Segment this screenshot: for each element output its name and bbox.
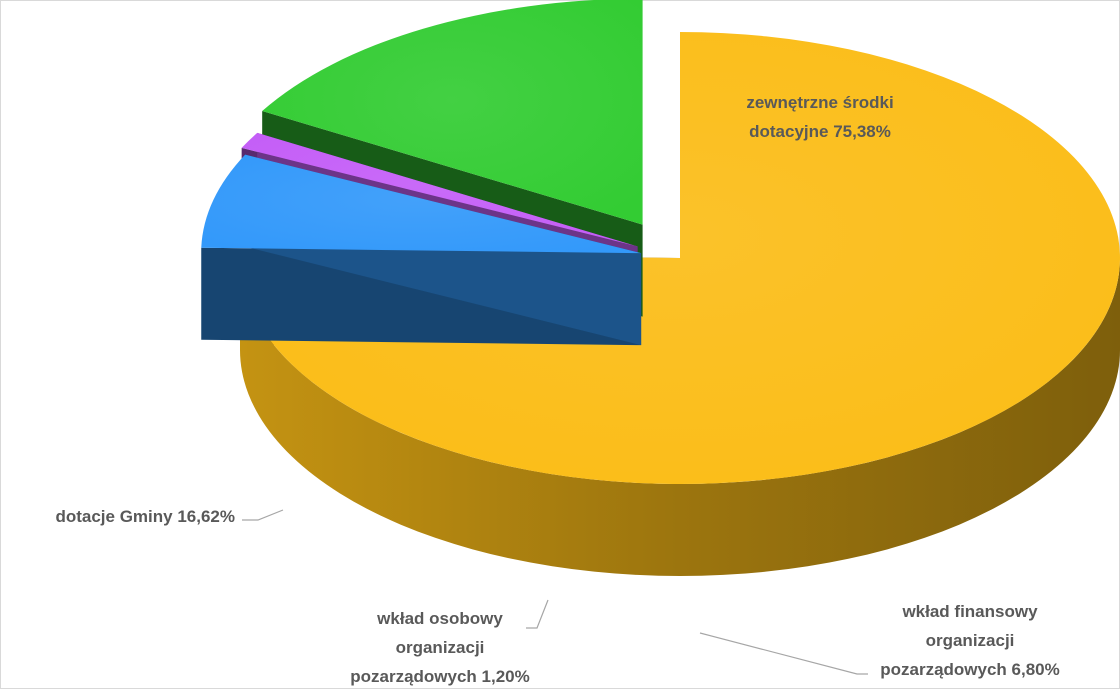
slice-top: [262, 0, 643, 225]
slice-wklad-finansowy: [201, 154, 642, 346]
data-label-line: pozarządowych 1,20%: [350, 667, 530, 686]
slice-side: [240, 258, 1120, 576]
data-label-line: pozarządowych 6,80%: [880, 660, 1060, 679]
data-label-line: dotacyjne 75,38%: [749, 122, 891, 141]
data-label-line: organizacji: [396, 638, 485, 657]
data-label-line: organizacji: [926, 631, 1015, 650]
leader-line-dotacje-gminy: [242, 509, 284, 521]
data-label-wklad-finansowy: wkład finansowy organizacji pozarządowych …: [880, 602, 1060, 679]
slice-top: [241, 132, 638, 247]
data-label-line: zewnętrzne środki: [746, 93, 893, 112]
data-label-line: dotacje Gminy 16,62%: [55, 507, 235, 526]
slice-top: [201, 154, 642, 254]
data-label-line: wkład finansowy: [901, 602, 1038, 621]
leader-line-wklad-finansowy: [699, 632, 868, 675]
data-label-zewnetrzne-srodki-dotacyjne: zewnętrzne środki dotacyjne 75,38%: [746, 93, 893, 141]
data-label-dotacje-gminy: dotacje Gminy 16,62%: [55, 507, 235, 526]
data-label-wklad-osobowy: wkład osobowy organizacji pozarządowych 1,…: [350, 609, 530, 686]
slice-top: [240, 32, 1120, 484]
leader-line-wklad-osobowy: [526, 599, 549, 629]
data-label-line: wkład osobowy: [376, 609, 503, 628]
